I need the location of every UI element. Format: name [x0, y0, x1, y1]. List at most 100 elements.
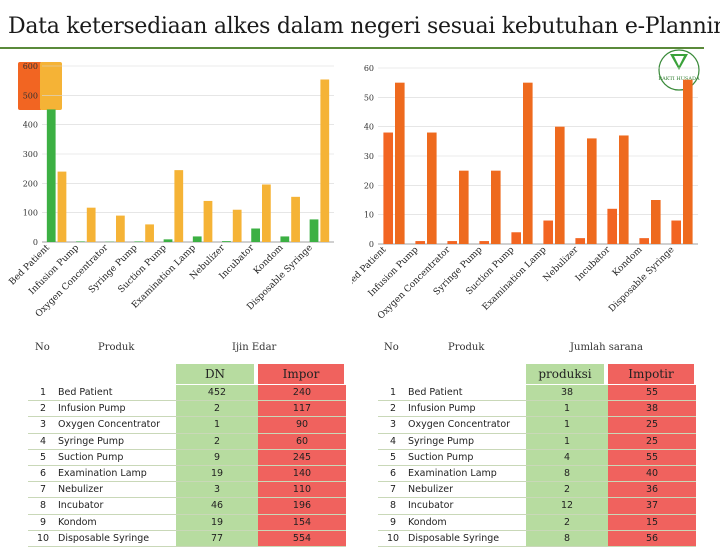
- title-divider: [0, 47, 704, 49]
- row-product: Kondom: [408, 514, 526, 530]
- bar-dn: [310, 219, 319, 242]
- row-product: Syringe Pump: [58, 433, 176, 449]
- row-col2: 240: [258, 385, 346, 401]
- row-product: Suction Pump: [58, 449, 176, 465]
- row-number: 1: [378, 385, 408, 401]
- row-number: 5: [378, 449, 408, 465]
- row-product: Suction Pump: [408, 449, 526, 465]
- row-col1: 9: [176, 449, 258, 465]
- bar-dn: [193, 236, 202, 242]
- row-col2: 37: [608, 498, 696, 514]
- row-number: 4: [378, 433, 408, 449]
- row-col2: 25: [608, 417, 696, 433]
- row-col2: 90: [258, 417, 346, 433]
- row-col2: 55: [608, 449, 696, 465]
- decor-yellow-tab: [40, 62, 62, 110]
- bar-produksi: [543, 221, 553, 244]
- y-tick-label: 200: [23, 179, 38, 188]
- row-col1: 1: [526, 417, 608, 433]
- bar-dn: [164, 239, 173, 242]
- bar-dn: [222, 241, 231, 242]
- row-product: Disposable Syringe: [58, 530, 176, 546]
- left-dn-header: DN: [176, 364, 254, 384]
- row-col2: 245: [258, 449, 346, 465]
- row-col1: 452: [176, 385, 258, 401]
- row-number: 5: [28, 449, 58, 465]
- row-number: 8: [28, 498, 58, 514]
- bar-impor: [262, 185, 271, 242]
- bar-impotir: [491, 171, 501, 244]
- y-tick-label: 500: [23, 91, 38, 100]
- row-col2: 117: [258, 401, 346, 417]
- right-produksi-header: produksi: [526, 364, 604, 384]
- row-product: Bed Patient: [408, 385, 526, 401]
- bar-impor: [116, 216, 125, 242]
- row-col2: 110: [258, 482, 346, 498]
- row-product: Disposable Syringe: [408, 530, 526, 546]
- row-col1: 19: [176, 465, 258, 481]
- bar-impotir: [523, 83, 533, 244]
- left-produk-header: Produk: [98, 342, 134, 353]
- bar-dn: [47, 109, 56, 242]
- row-col1: 2: [526, 514, 608, 530]
- row-col2: 55: [608, 385, 696, 401]
- bar-impotir: [619, 135, 629, 244]
- row-number: 10: [28, 530, 58, 546]
- row-col1: 1: [526, 401, 608, 417]
- row-col1: 8: [526, 465, 608, 481]
- row-product: Incubator: [58, 498, 176, 514]
- row-product: Bed Patient: [58, 385, 176, 401]
- row-col1: 3: [176, 482, 258, 498]
- bar-produksi: [671, 221, 681, 244]
- row-number: 10: [378, 530, 408, 546]
- row-number: 6: [28, 465, 58, 481]
- y-tick-label: 300: [23, 150, 38, 159]
- bar-impor: [58, 172, 67, 242]
- y-tick-label: 60: [364, 64, 374, 73]
- row-product: Nebulizer: [58, 482, 176, 498]
- bar-impor: [233, 210, 242, 242]
- right-group-header: Jumlah sarana: [570, 342, 643, 353]
- row-product: Syringe Pump: [408, 433, 526, 449]
- row-number: 2: [28, 401, 58, 417]
- row-col1: 19: [176, 514, 258, 530]
- x-tick-label: Examination Lamp: [481, 245, 549, 313]
- row-col1: 38: [526, 385, 608, 401]
- bar-impor: [87, 208, 96, 242]
- row-col2: 140: [258, 465, 346, 481]
- row-number: 4: [28, 433, 58, 449]
- row-number: 7: [378, 482, 408, 498]
- right-impotir-header: Impotir: [608, 364, 694, 384]
- y-tick-label: 40: [364, 123, 374, 132]
- row-product: Oxygen Concentrator: [58, 417, 176, 433]
- bar-impor: [145, 224, 154, 242]
- row-number: 9: [378, 514, 408, 530]
- left-impor-header: Impor: [258, 364, 344, 384]
- x-tick-label: Incubator: [574, 245, 613, 284]
- row-col2: 554: [258, 530, 346, 546]
- y-tick-label: 0: [369, 240, 374, 249]
- row-col2: 40: [608, 465, 696, 481]
- row-number: 2: [378, 401, 408, 417]
- x-tick-label: Infusion Pump: [27, 243, 81, 297]
- bar-dn: [251, 229, 260, 242]
- bar-produksi: [639, 238, 649, 244]
- row-col1: 1: [526, 433, 608, 449]
- row-col2: 38: [608, 401, 696, 417]
- row-col1: 46: [176, 498, 258, 514]
- row-col1: 2: [176, 433, 258, 449]
- bar-impor: [204, 201, 213, 242]
- bar-produksi: [479, 241, 489, 244]
